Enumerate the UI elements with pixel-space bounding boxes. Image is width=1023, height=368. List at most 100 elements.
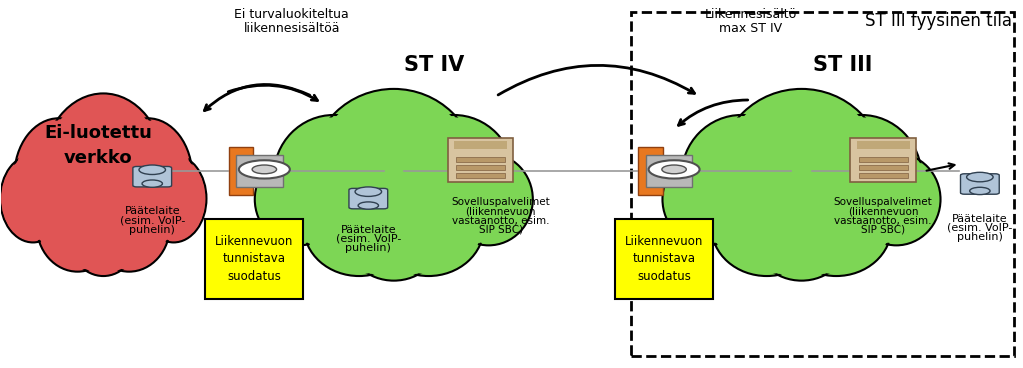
Ellipse shape — [396, 117, 512, 235]
Circle shape — [649, 160, 700, 178]
FancyBboxPatch shape — [638, 147, 663, 195]
Ellipse shape — [719, 89, 884, 248]
Ellipse shape — [37, 178, 119, 272]
Ellipse shape — [711, 178, 822, 276]
FancyBboxPatch shape — [456, 165, 505, 170]
FancyBboxPatch shape — [456, 173, 505, 178]
Text: (esim. VoIP-: (esim. VoIP- — [120, 216, 185, 226]
FancyBboxPatch shape — [448, 138, 514, 183]
Text: vastaanotto, esim.: vastaanotto, esim. — [452, 216, 549, 226]
Ellipse shape — [722, 92, 881, 245]
Ellipse shape — [276, 117, 392, 235]
Ellipse shape — [784, 180, 889, 274]
Text: liikennesisältöä: liikennesisältöä — [243, 22, 340, 35]
Ellipse shape — [255, 153, 344, 245]
Ellipse shape — [88, 178, 170, 272]
Ellipse shape — [14, 118, 103, 235]
Text: (esim. VoIP-: (esim. VoIP- — [336, 234, 401, 244]
Text: (liikennevuon: (liikennevuon — [465, 206, 536, 216]
Ellipse shape — [375, 180, 482, 274]
Ellipse shape — [274, 115, 394, 238]
Ellipse shape — [90, 180, 169, 270]
Circle shape — [662, 165, 686, 174]
Text: Päätelaite: Päätelaite — [952, 214, 1008, 224]
Text: Ei turvaluokiteltua: Ei turvaluokiteltua — [234, 8, 349, 21]
FancyBboxPatch shape — [856, 141, 909, 149]
Text: vastaanotto, esim.: vastaanotto, esim. — [835, 216, 932, 226]
FancyBboxPatch shape — [615, 219, 713, 299]
Ellipse shape — [754, 195, 849, 281]
Text: ST IV: ST IV — [404, 55, 464, 75]
Ellipse shape — [394, 115, 514, 238]
Ellipse shape — [347, 195, 441, 281]
Ellipse shape — [312, 89, 476, 248]
Text: SIP SBC): SIP SBC) — [479, 224, 523, 235]
Circle shape — [355, 187, 382, 197]
Text: SIP SBC): SIP SBC) — [861, 224, 905, 235]
Ellipse shape — [444, 153, 533, 245]
Ellipse shape — [854, 155, 939, 244]
Ellipse shape — [756, 197, 847, 279]
Ellipse shape — [69, 194, 138, 276]
FancyBboxPatch shape — [454, 141, 507, 149]
Ellipse shape — [664, 155, 749, 244]
Text: Liikennevuon: Liikennevuon — [215, 235, 294, 248]
Text: ST III: ST III — [812, 55, 872, 75]
Ellipse shape — [663, 153, 751, 245]
Ellipse shape — [714, 180, 819, 274]
Ellipse shape — [801, 115, 922, 238]
Text: Ei-luotettu: Ei-luotettu — [44, 124, 152, 142]
FancyBboxPatch shape — [206, 219, 303, 299]
Ellipse shape — [0, 155, 65, 243]
Circle shape — [239, 160, 290, 178]
Ellipse shape — [45, 96, 162, 242]
Ellipse shape — [304, 178, 414, 276]
Ellipse shape — [257, 155, 342, 244]
FancyBboxPatch shape — [850, 138, 916, 183]
Text: Liikennesisältö: Liikennesisältö — [705, 8, 797, 21]
Circle shape — [358, 202, 379, 209]
FancyBboxPatch shape — [133, 166, 172, 187]
Text: suodatus: suodatus — [227, 270, 281, 283]
Ellipse shape — [1, 156, 64, 241]
Ellipse shape — [38, 180, 117, 270]
Text: tunnistava: tunnistava — [223, 252, 285, 265]
FancyBboxPatch shape — [646, 155, 693, 187]
Text: Liikennevuon: Liikennevuon — [625, 235, 703, 248]
Text: suodatus: suodatus — [637, 270, 691, 283]
Circle shape — [970, 187, 990, 195]
Ellipse shape — [681, 115, 801, 238]
Ellipse shape — [306, 180, 412, 274]
Ellipse shape — [683, 117, 799, 235]
Text: verkko: verkko — [63, 149, 133, 167]
Ellipse shape — [781, 178, 892, 276]
FancyBboxPatch shape — [961, 174, 999, 194]
Ellipse shape — [142, 156, 206, 241]
Text: tunnistava: tunnistava — [632, 252, 696, 265]
Text: Sovelluspalvelimet: Sovelluspalvelimet — [834, 197, 932, 207]
Text: (liikennevuon: (liikennevuon — [848, 206, 919, 216]
Text: (esim. VoIP-: (esim. VoIP- — [947, 223, 1013, 233]
Ellipse shape — [16, 121, 101, 233]
FancyBboxPatch shape — [456, 157, 505, 162]
Ellipse shape — [852, 153, 940, 245]
Text: Päätelaite: Päätelaite — [341, 224, 396, 235]
Ellipse shape — [105, 121, 190, 233]
Bar — [631, 13, 1014, 355]
Ellipse shape — [42, 93, 165, 245]
Ellipse shape — [373, 178, 484, 276]
Text: Sovelluspalvelimet: Sovelluspalvelimet — [451, 197, 550, 207]
Ellipse shape — [315, 92, 473, 245]
Text: puhelin): puhelin) — [957, 232, 1003, 242]
Text: Päätelaite: Päätelaite — [125, 206, 180, 216]
FancyBboxPatch shape — [858, 165, 907, 170]
Circle shape — [252, 165, 276, 174]
FancyBboxPatch shape — [349, 188, 388, 209]
Text: puhelin): puhelin) — [346, 243, 391, 253]
FancyBboxPatch shape — [229, 147, 253, 195]
Text: ST III fyysinen tila: ST III fyysinen tila — [865, 13, 1013, 30]
Ellipse shape — [446, 155, 531, 244]
Text: puhelin): puhelin) — [129, 224, 175, 235]
Circle shape — [967, 172, 993, 182]
FancyBboxPatch shape — [858, 157, 907, 162]
